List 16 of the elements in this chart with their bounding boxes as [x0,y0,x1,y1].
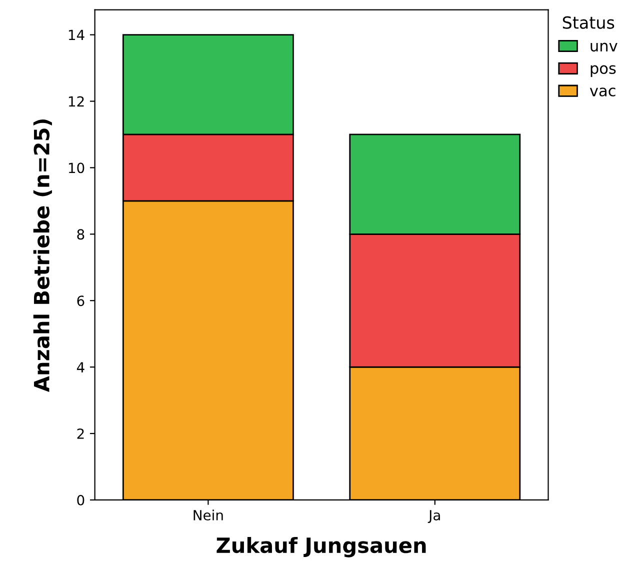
y-tick-label: 10 [68,162,84,174]
y-tick-label: 2 [77,428,84,439]
y-tick-label: 14 [68,30,84,40]
legend-label: pos [590,65,616,77]
x-tick-label: Ja [428,510,440,524]
legend-label: unv [590,42,618,52]
y-tick-label: 4 [76,362,84,372]
legend-label: vac [590,88,616,96]
y-tick-label: 6 [77,296,84,306]
y-axis-title: Anzahl Betriebe (n=25) [33,119,52,392]
y-tick-label: 8 [77,229,84,240]
y-tick-label: 0 [77,494,84,506]
x-axis-title: Zukauf Jungsauen [216,537,426,558]
y-tick-label: 12 [68,96,84,107]
x-tick-label: Nein [194,510,223,520]
legend-title: Status [562,16,614,29]
